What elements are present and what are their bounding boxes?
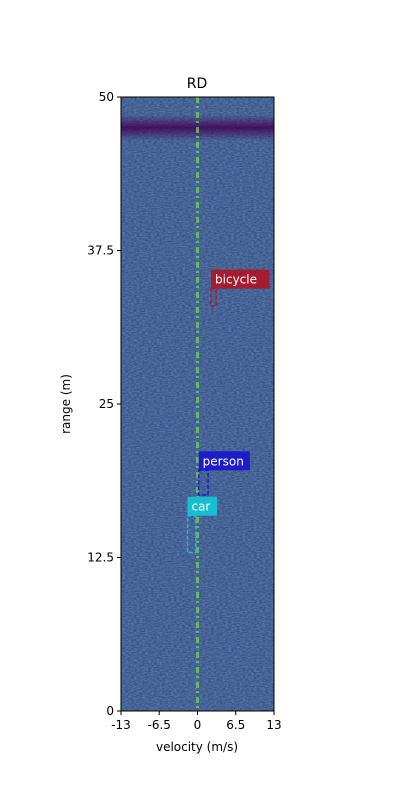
y-tick-label: 0 xyxy=(106,704,114,718)
detection-label-bg-car xyxy=(187,496,218,516)
y-tick-label: 37.5 xyxy=(87,244,114,258)
detection-label-bicycle: bicycle xyxy=(215,273,257,287)
detections: bicycle person car xyxy=(186,269,270,554)
y-axis: 0 12.5 25 37.5 50 xyxy=(87,90,121,718)
x-tick-label: 13 xyxy=(266,718,281,732)
y-tick-label: 50 xyxy=(99,90,114,104)
x-tick-label: -13 xyxy=(111,718,131,732)
y-tick-label: 12.5 xyxy=(87,551,114,565)
chart-title: RD xyxy=(187,76,208,92)
x-tick-label: -6.5 xyxy=(148,718,171,732)
detection-label-person: person xyxy=(203,454,244,468)
x-axis-label: velocity (m/s) xyxy=(156,740,238,754)
detection-label-bg-bicycle xyxy=(211,269,270,289)
detection-label-bg-person xyxy=(198,451,250,471)
plot-area: bicycle person car xyxy=(120,96,275,712)
x-tick-label: 0 xyxy=(194,718,202,732)
x-tick-label: 6.5 xyxy=(226,718,245,732)
y-tick-label: 25 xyxy=(99,397,114,411)
y-axis-label: range (m) xyxy=(59,374,73,434)
x-axis: -13 -6.5 0 6.5 13 xyxy=(111,711,282,732)
detection-box-person xyxy=(197,469,209,496)
detection-label-car: car xyxy=(191,500,210,514)
detection-box-car xyxy=(186,514,197,554)
